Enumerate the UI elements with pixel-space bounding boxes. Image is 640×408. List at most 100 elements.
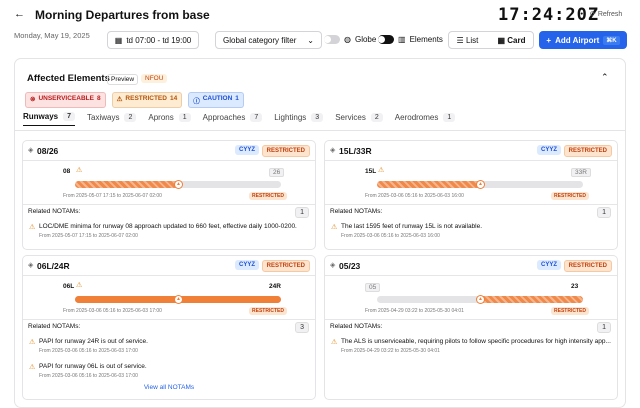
warning-icon: ⚠ (76, 167, 83, 174)
refresh-button[interactable]: ⟳ Refresh (590, 11, 623, 18)
tab-label: Aerodromes (394, 112, 439, 122)
card-icon: ◈ (330, 262, 336, 269)
tab[interactable]: Lightings 3 (274, 112, 324, 126)
list-label: List (465, 35, 479, 45)
badge-count: 14 (169, 95, 178, 102)
page-title: Morning Departures from base (35, 8, 210, 22)
divider (325, 275, 617, 276)
tab[interactable]: Approaches 7 (203, 112, 263, 126)
card-title: 15L/33R (339, 146, 372, 156)
time-range-label: td 07:00 - td 19:00 (126, 35, 192, 45)
elements-toggle[interactable]: ▥ Elements (378, 35, 443, 44)
card-title: 06L/24R (37, 261, 70, 271)
airport-tag: NFOU (141, 74, 168, 83)
card-label: Card (507, 35, 526, 45)
list-button[interactable]: ☰ List (456, 35, 479, 45)
card-icon: ◈ (330, 147, 336, 154)
globe-label: Globe (354, 35, 377, 44)
warning-icon: ⚠ (378, 167, 385, 174)
tab-count: 2 (370, 112, 383, 122)
card-title: 08/26 (37, 146, 59, 156)
category-filter[interactable]: Global category filter ⌄ (215, 31, 322, 49)
globe-toggle[interactable]: ◍ Globe (324, 35, 376, 44)
notam-icon: ⚠ (29, 224, 36, 231)
bar-marker: ▲ (476, 180, 485, 189)
status-tag: RESTRICTED (261, 260, 310, 272)
runway-end-label: 33R (571, 168, 591, 177)
shortcut: ⌘K (603, 35, 620, 45)
date: Monday, May 19, 2025 (14, 31, 90, 40)
status-badge[interactable]: ⓘ CAUTION 1 (188, 92, 244, 108)
runway-end-label: 15L (365, 168, 377, 175)
runway-end-label: 24R (269, 283, 281, 290)
notam-period: From 2025-05-07 17:15 to 2025-06-07 02:0… (39, 233, 138, 239)
divider (325, 160, 617, 161)
notam-count: 3 (295, 322, 309, 333)
view-switch: ☰ List ▦ Card (448, 31, 534, 49)
related-label: Related NOTAMs: (330, 208, 383, 215)
badge-label: UNSERVICEABLE (38, 95, 94, 102)
tab-label: Aprons (148, 112, 174, 122)
airport-tag: CYYZ (536, 145, 561, 155)
divider (325, 204, 617, 205)
tab[interactable]: Aerodromes 1 (394, 112, 456, 126)
panel: Affected Elements Preview NFOU ⌃ ⊗ UNSERV… (14, 58, 626, 408)
divider (23, 275, 315, 276)
divider (325, 319, 617, 320)
notam-count: 1 (597, 207, 611, 218)
tab-label: Services (335, 112, 366, 122)
refresh-label: Refresh (597, 11, 623, 18)
notam-period: From 2025-03-06 05:16 to 2025-06-03 17:0… (39, 373, 138, 379)
badge-icon: ⚠ (116, 96, 123, 103)
divider (23, 160, 315, 161)
runway-end-label: 05 (365, 283, 381, 292)
warning-icon: ⚠ (76, 282, 83, 289)
bar-status-tag: RESTRICTED (249, 307, 287, 315)
period: From 2025-03-06 05:16 to 2025-06-03 17:0… (63, 308, 162, 314)
bar-status-tag: RESTRICTED (551, 192, 589, 200)
status-badge[interactable]: ⊗ UNSERVICEABLE 8 (25, 92, 106, 108)
notam-icon: ⚠ (29, 364, 36, 371)
tab-count: 7 (63, 112, 76, 121)
bar-marker: ▲ (174, 295, 183, 304)
notam-period: From 2025-03-06 05:16 to 2025-06-03 17:0… (39, 348, 138, 354)
tab[interactable]: Services 2 (335, 112, 383, 126)
tab[interactable]: Aprons 1 (148, 112, 191, 126)
time-range[interactable]: ▦ td 07:00 - td 19:00 (107, 31, 199, 49)
divider (23, 319, 315, 320)
runway-card: ◈ 05/23 CYYZ RESTRICTED ▲ 05 23 RESTRICTED From … (324, 255, 618, 400)
tab-row: Runways 7 Taxiways 2 Aprons 1 Approaches 7 Light… (23, 112, 456, 126)
tab-label: Approaches (202, 112, 246, 122)
badge-count: 1 (235, 95, 239, 102)
notam-text: PAPI for runway 24R is out of service. (39, 338, 148, 345)
tab[interactable]: Runways 7 (23, 112, 76, 126)
view-all-link[interactable]: View all NOTAMs (143, 384, 195, 391)
bar-marker: ▲ (174, 180, 183, 189)
runway-end-label: 23 (571, 283, 579, 290)
period: From 2025-05-07 17:15 to 2025-06-07 02:0… (63, 193, 162, 199)
bar-fill (75, 181, 178, 188)
status-badge[interactable]: ⚠ RESTRICTED 14 (111, 92, 183, 108)
tab-count: 1 (178, 112, 191, 122)
add-airport-button[interactable]: + Add Airport ⌘K (539, 31, 627, 49)
tab-count: 2 (124, 112, 137, 122)
back-button[interactable]: ← (14, 8, 25, 20)
runway-end-label: 08 (63, 168, 71, 175)
panel-title: Affected Elements (27, 73, 110, 84)
card-icon: ◈ (28, 262, 34, 269)
status-tag: RESTRICTED (261, 145, 310, 157)
bar-status-tag: RESTRICTED (249, 192, 287, 200)
related-label: Related NOTAMs: (28, 323, 81, 330)
notam-period: From 2025-03-06 05:16 to 2025-06-03 16:0… (341, 233, 440, 239)
airport-tag: CYYZ (536, 260, 561, 270)
related-label: Related NOTAMs: (330, 323, 383, 330)
card-button[interactable]: ▦ Card (497, 35, 526, 45)
tab-label: Runways (23, 112, 59, 121)
notam-text: PAPI for runway 06L is out of service. (39, 363, 147, 370)
collapse-button[interactable]: ⌃ (601, 72, 609, 82)
notam-period: From 2025-04-29 03:22 to 2025-05-30 04:0… (341, 348, 440, 354)
notam-text: The last 1595 feet of runway 15L is not … (341, 223, 483, 230)
preview-tag: Preview (107, 74, 139, 85)
tab[interactable]: Taxiways 2 (87, 112, 137, 126)
